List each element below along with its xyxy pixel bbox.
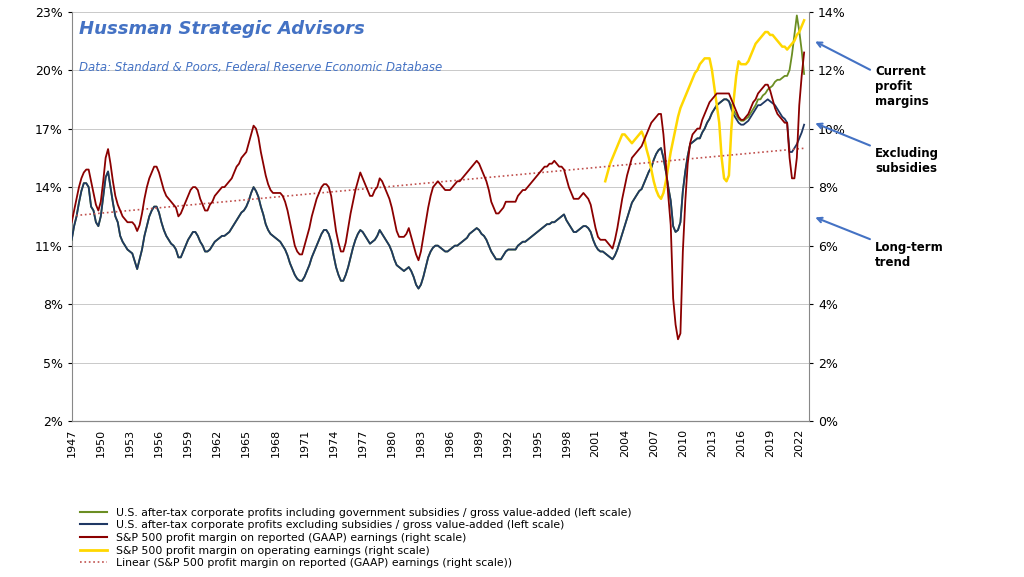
- Text: Hussman Strategic Advisors: Hussman Strategic Advisors: [79, 20, 365, 38]
- Text: Long-term
trend: Long-term trend: [817, 218, 944, 269]
- Text: Current
profit
margins: Current profit margins: [817, 43, 929, 108]
- Text: Excluding
subsidies: Excluding subsidies: [817, 123, 939, 175]
- Legend: U.S. after-tax corporate profits including government subsidies / gross value-ad: U.S. after-tax corporate profits includi…: [77, 504, 635, 572]
- Text: Data: Standard & Poors, Federal Reserve Economic Database: Data: Standard & Poors, Federal Reserve …: [79, 61, 442, 74]
